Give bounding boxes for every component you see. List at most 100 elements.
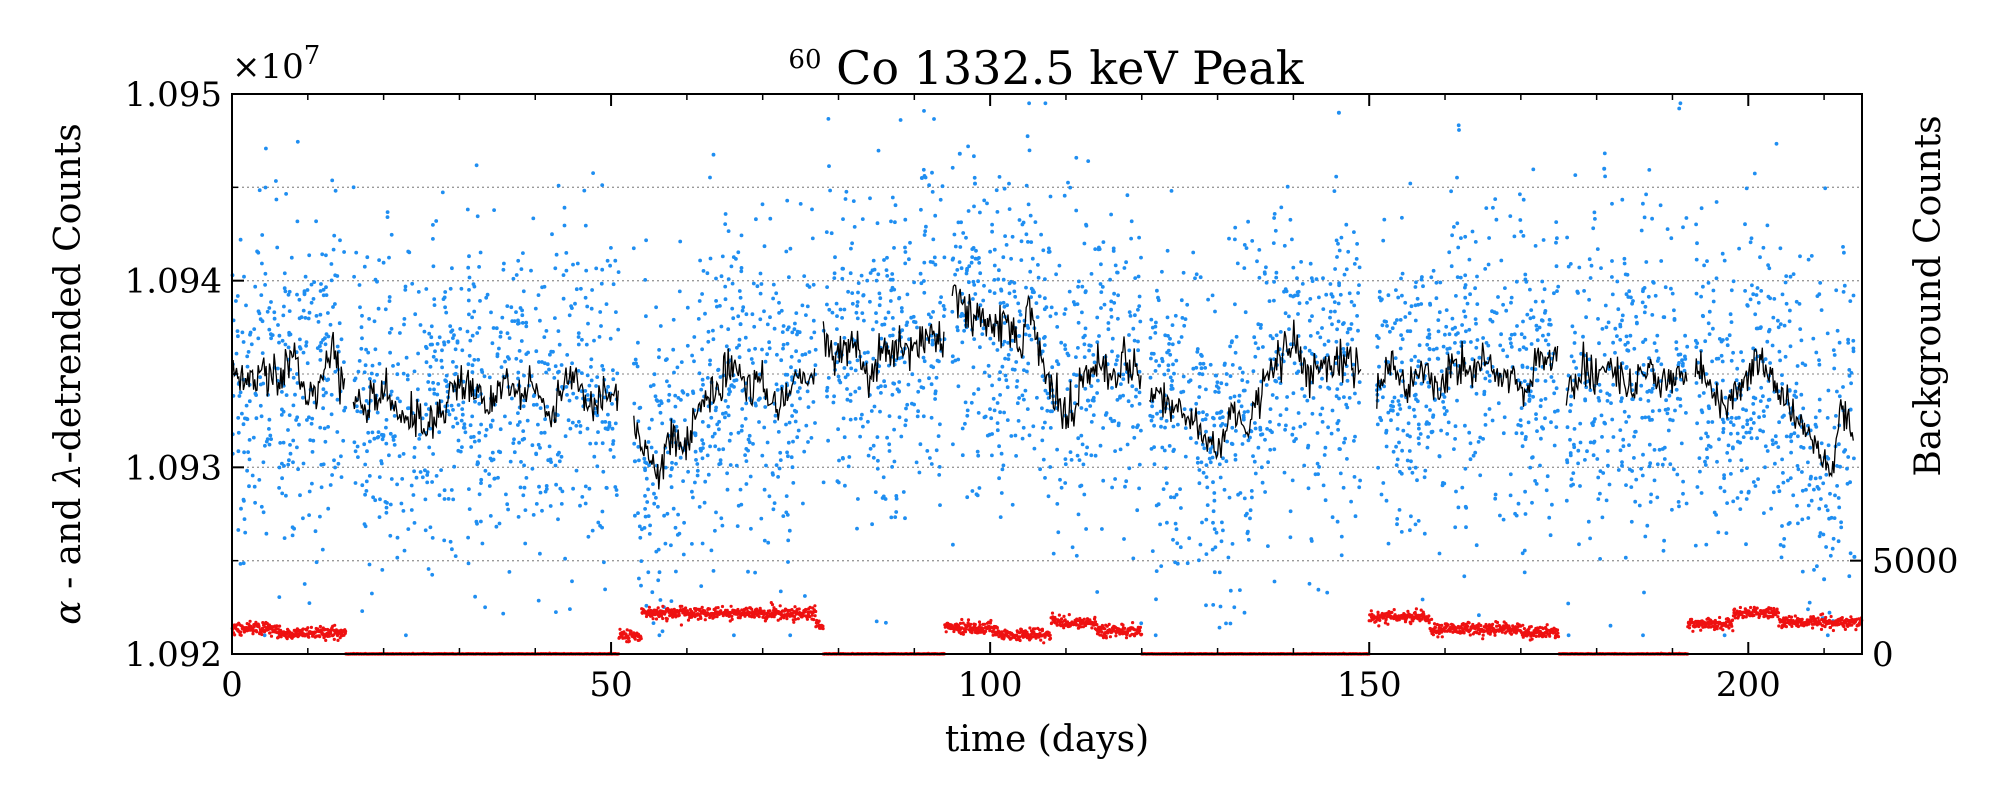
raw-count-point (1658, 203, 1663, 208)
raw-count-point (323, 336, 327, 341)
raw-count-point (406, 249, 411, 254)
raw-count-point (1391, 408, 1395, 413)
raw-count-point (1138, 319, 1143, 324)
raw-count-point (1110, 485, 1114, 490)
raw-count-point (556, 183, 561, 188)
raw-count-point (1731, 499, 1736, 504)
raw-count-point (1566, 633, 1571, 638)
raw-count-point (453, 347, 458, 352)
raw-count-point (789, 365, 793, 370)
raw-count-point (425, 470, 430, 474)
raw-count-point (253, 500, 257, 505)
raw-count-point (1384, 444, 1389, 449)
raw-count-point (930, 260, 935, 265)
raw-count-point (1041, 248, 1046, 253)
raw-count-point (1739, 468, 1744, 473)
raw-count-point (1623, 342, 1628, 347)
raw-count-point (1267, 299, 1272, 303)
raw-count-point (364, 399, 369, 403)
raw-count-point (267, 306, 272, 310)
raw-count-point (1116, 293, 1120, 298)
raw-count-point (1334, 174, 1339, 179)
raw-count-point (1670, 291, 1675, 296)
raw-count-point (638, 405, 643, 410)
raw-count-point (824, 230, 829, 235)
raw-count-point (1606, 320, 1611, 325)
raw-count-point (1026, 361, 1031, 366)
raw-count-point (1721, 338, 1725, 342)
raw-count-point (921, 414, 926, 419)
raw-count-point (990, 222, 994, 227)
raw-count-point (1338, 292, 1343, 297)
raw-count-point (1328, 315, 1332, 320)
raw-count-point (917, 378, 922, 383)
raw-count-point (807, 350, 812, 354)
raw-count-point (1111, 249, 1116, 253)
raw-count-point (1407, 466, 1412, 471)
raw-count-point (1154, 569, 1159, 573)
raw-count-point (1529, 342, 1534, 346)
raw-count-point (679, 360, 684, 364)
raw-count-point (587, 383, 592, 388)
raw-count-point (477, 430, 482, 435)
raw-count-point (1716, 356, 1721, 361)
raw-count-point (1065, 387, 1070, 391)
raw-count-point (1035, 315, 1040, 319)
raw-count-point (964, 235, 968, 240)
raw-count-point (773, 419, 777, 424)
raw-count-point (828, 188, 832, 193)
raw-count-point (1739, 490, 1744, 494)
raw-count-point (425, 473, 430, 477)
raw-count-point (522, 398, 526, 403)
raw-count-point (794, 311, 799, 315)
raw-count-point (1056, 362, 1061, 367)
raw-count-point (1602, 151, 1607, 156)
raw-count-point (568, 426, 573, 431)
raw-count-point (800, 303, 805, 308)
raw-count-point (1234, 334, 1239, 339)
raw-count-point (1668, 462, 1673, 467)
raw-count-point (1395, 457, 1400, 462)
raw-count-point (693, 480, 697, 485)
raw-count-point (1705, 434, 1710, 439)
raw-count-point (1162, 448, 1167, 453)
raw-count-point (950, 165, 955, 170)
raw-count-point (1724, 531, 1729, 535)
raw-count-point (1242, 410, 1247, 414)
raw-count-point (771, 472, 775, 477)
raw-count-point (1496, 295, 1500, 299)
raw-count-point (1824, 545, 1828, 549)
raw-count-point (1002, 321, 1007, 325)
raw-count-point (1538, 463, 1542, 468)
raw-count-point (1403, 300, 1408, 305)
raw-count-point (1443, 412, 1447, 417)
raw-count-point (310, 416, 315, 421)
raw-count-point (1403, 315, 1408, 319)
raw-count-point (585, 304, 590, 309)
raw-count-point (1415, 478, 1419, 483)
raw-count-point (673, 404, 678, 409)
raw-count-point (700, 438, 704, 442)
raw-count-point (1381, 481, 1386, 485)
raw-count-point (1514, 431, 1519, 436)
raw-count-point (467, 507, 472, 511)
raw-count-point (362, 370, 367, 375)
raw-count-point (1155, 411, 1159, 416)
raw-count-point (295, 445, 299, 450)
raw-count-point (1523, 512, 1528, 516)
raw-count-point (1375, 345, 1380, 349)
raw-count-point (1290, 237, 1294, 242)
raw-count-point (1474, 345, 1479, 350)
raw-count-point (428, 364, 433, 369)
raw-count-point (352, 440, 357, 445)
raw-count-point (602, 560, 606, 565)
raw-count-point (431, 237, 435, 241)
raw-count-point (1271, 241, 1276, 246)
raw-count-point (608, 448, 613, 452)
raw-count-point (1456, 245, 1461, 250)
raw-count-point (284, 192, 288, 196)
raw-count-point (1818, 281, 1823, 285)
raw-count-point (1431, 268, 1436, 273)
raw-count-point (1270, 430, 1274, 435)
raw-count-point (1777, 420, 1781, 425)
